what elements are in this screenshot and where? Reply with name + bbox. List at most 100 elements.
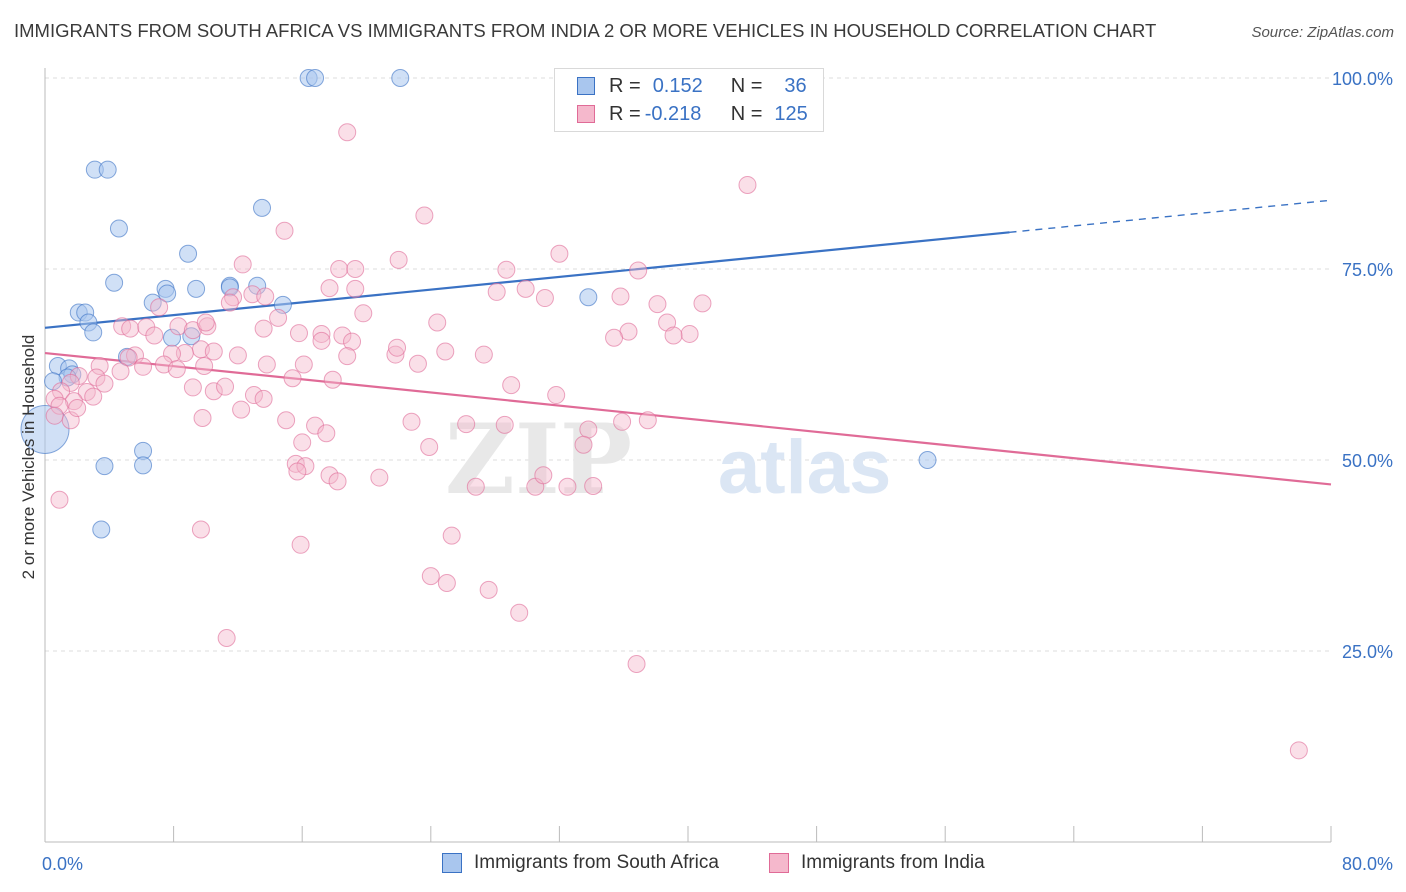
point-india <box>175 344 194 363</box>
trend-line-south-africa-extension <box>1009 199 1332 234</box>
point-india <box>333 326 352 345</box>
point-india <box>232 400 251 419</box>
point-india <box>228 346 247 365</box>
point-india <box>415 206 434 225</box>
point-india <box>220 293 239 312</box>
point-india <box>658 313 677 332</box>
bottom-swatch-blue <box>442 853 462 873</box>
point-india <box>495 415 514 434</box>
point-india <box>648 295 667 314</box>
x-tick-label: 80.0% <box>1342 854 1393 874</box>
point-india <box>638 411 657 430</box>
point-india <box>502 376 521 395</box>
bottom-swatch-pink <box>769 853 789 873</box>
point-india <box>84 387 103 406</box>
point-india <box>289 324 308 343</box>
point-india <box>294 355 313 374</box>
point-india <box>627 654 646 673</box>
point-india <box>1289 741 1308 760</box>
point-india <box>254 389 273 408</box>
point-india <box>516 279 535 298</box>
y-tick-label: 100.0% <box>1332 69 1393 89</box>
gridlines <box>45 77 1331 652</box>
point-india <box>466 477 485 496</box>
point-india <box>196 313 215 332</box>
y-tick-label: 25.0% <box>1342 642 1393 662</box>
chart-title: IMMIGRANTS FROM SOUTH AFRICA VS IMMIGRAN… <box>14 20 1157 41</box>
point-india <box>534 466 553 485</box>
point-india <box>119 348 138 367</box>
point-india <box>320 279 339 298</box>
point-india <box>579 420 598 439</box>
point-india <box>224 288 243 307</box>
point-south-africa <box>134 456 153 475</box>
point-india <box>291 535 310 554</box>
point-india <box>558 477 577 496</box>
legend-n-label: N = <box>730 102 763 125</box>
point-india <box>664 326 683 345</box>
point-india <box>195 357 214 376</box>
point-south-africa <box>187 279 206 298</box>
point-india <box>474 345 493 364</box>
point-india <box>204 382 223 401</box>
point-india <box>191 520 210 539</box>
point-south-africa <box>182 327 201 346</box>
legend-n-value: 36 <box>784 74 807 97</box>
point-india <box>77 383 96 402</box>
bottom-legend-india: Immigrants from India <box>769 852 985 874</box>
point-india <box>95 374 114 393</box>
point-india <box>312 331 331 350</box>
point-india <box>436 342 455 361</box>
legend-r-value: -0.218 <box>644 102 702 125</box>
point-india <box>738 175 757 194</box>
point-india <box>68 399 87 418</box>
point-south-africa <box>158 284 177 303</box>
point-india <box>421 567 440 586</box>
point-south-africa <box>179 244 198 263</box>
point-south-africa <box>143 293 162 312</box>
point-india <box>613 412 632 431</box>
point-south-africa <box>84 323 103 342</box>
point-india <box>50 490 69 509</box>
bottom-legend-label: Immigrants from India <box>801 852 985 873</box>
point-india <box>346 279 365 298</box>
point-india <box>547 386 566 405</box>
point-india <box>275 221 294 240</box>
point-india <box>233 255 252 274</box>
point-south-africa <box>162 328 181 347</box>
point-india <box>145 326 164 345</box>
point-india <box>346 260 365 278</box>
point-india <box>312 324 331 343</box>
point-india <box>487 282 506 301</box>
legend-row-south-africa: R = 0.152 N = 36 <box>577 72 807 100</box>
point-india <box>256 287 275 306</box>
point-india <box>204 342 223 361</box>
point-india <box>277 411 296 430</box>
stats-legend: R = 0.152 N = 36 R = -0.218 N = 125 <box>554 68 824 132</box>
watermark-atlas: atlas <box>718 425 891 510</box>
point-india <box>169 317 188 336</box>
y-tick-label: 75.0% <box>1342 260 1393 280</box>
point-india <box>420 438 439 457</box>
source-label: Source: ZipAtlas.com <box>1251 24 1394 41</box>
point-india <box>510 603 529 622</box>
axes <box>44 68 1332 843</box>
point-south-africa <box>918 451 937 469</box>
point-india <box>183 378 202 397</box>
series-south-africa-points <box>20 69 937 539</box>
x-tick-label: 0.0% <box>42 854 83 874</box>
point-south-africa <box>105 273 124 292</box>
point-south-africa <box>98 160 117 179</box>
point-india <box>317 424 336 443</box>
point-south-africa <box>92 520 111 539</box>
point-india <box>386 345 405 364</box>
point-india <box>52 382 71 401</box>
bottom-legend-label: Immigrants from South Africa <box>474 852 719 873</box>
point-south-africa <box>391 69 410 87</box>
point-india <box>90 357 109 376</box>
series-india-points <box>45 123 1308 760</box>
point-india <box>134 357 153 376</box>
point-india <box>370 468 389 487</box>
point-india <box>693 294 712 313</box>
point-india <box>338 123 357 142</box>
